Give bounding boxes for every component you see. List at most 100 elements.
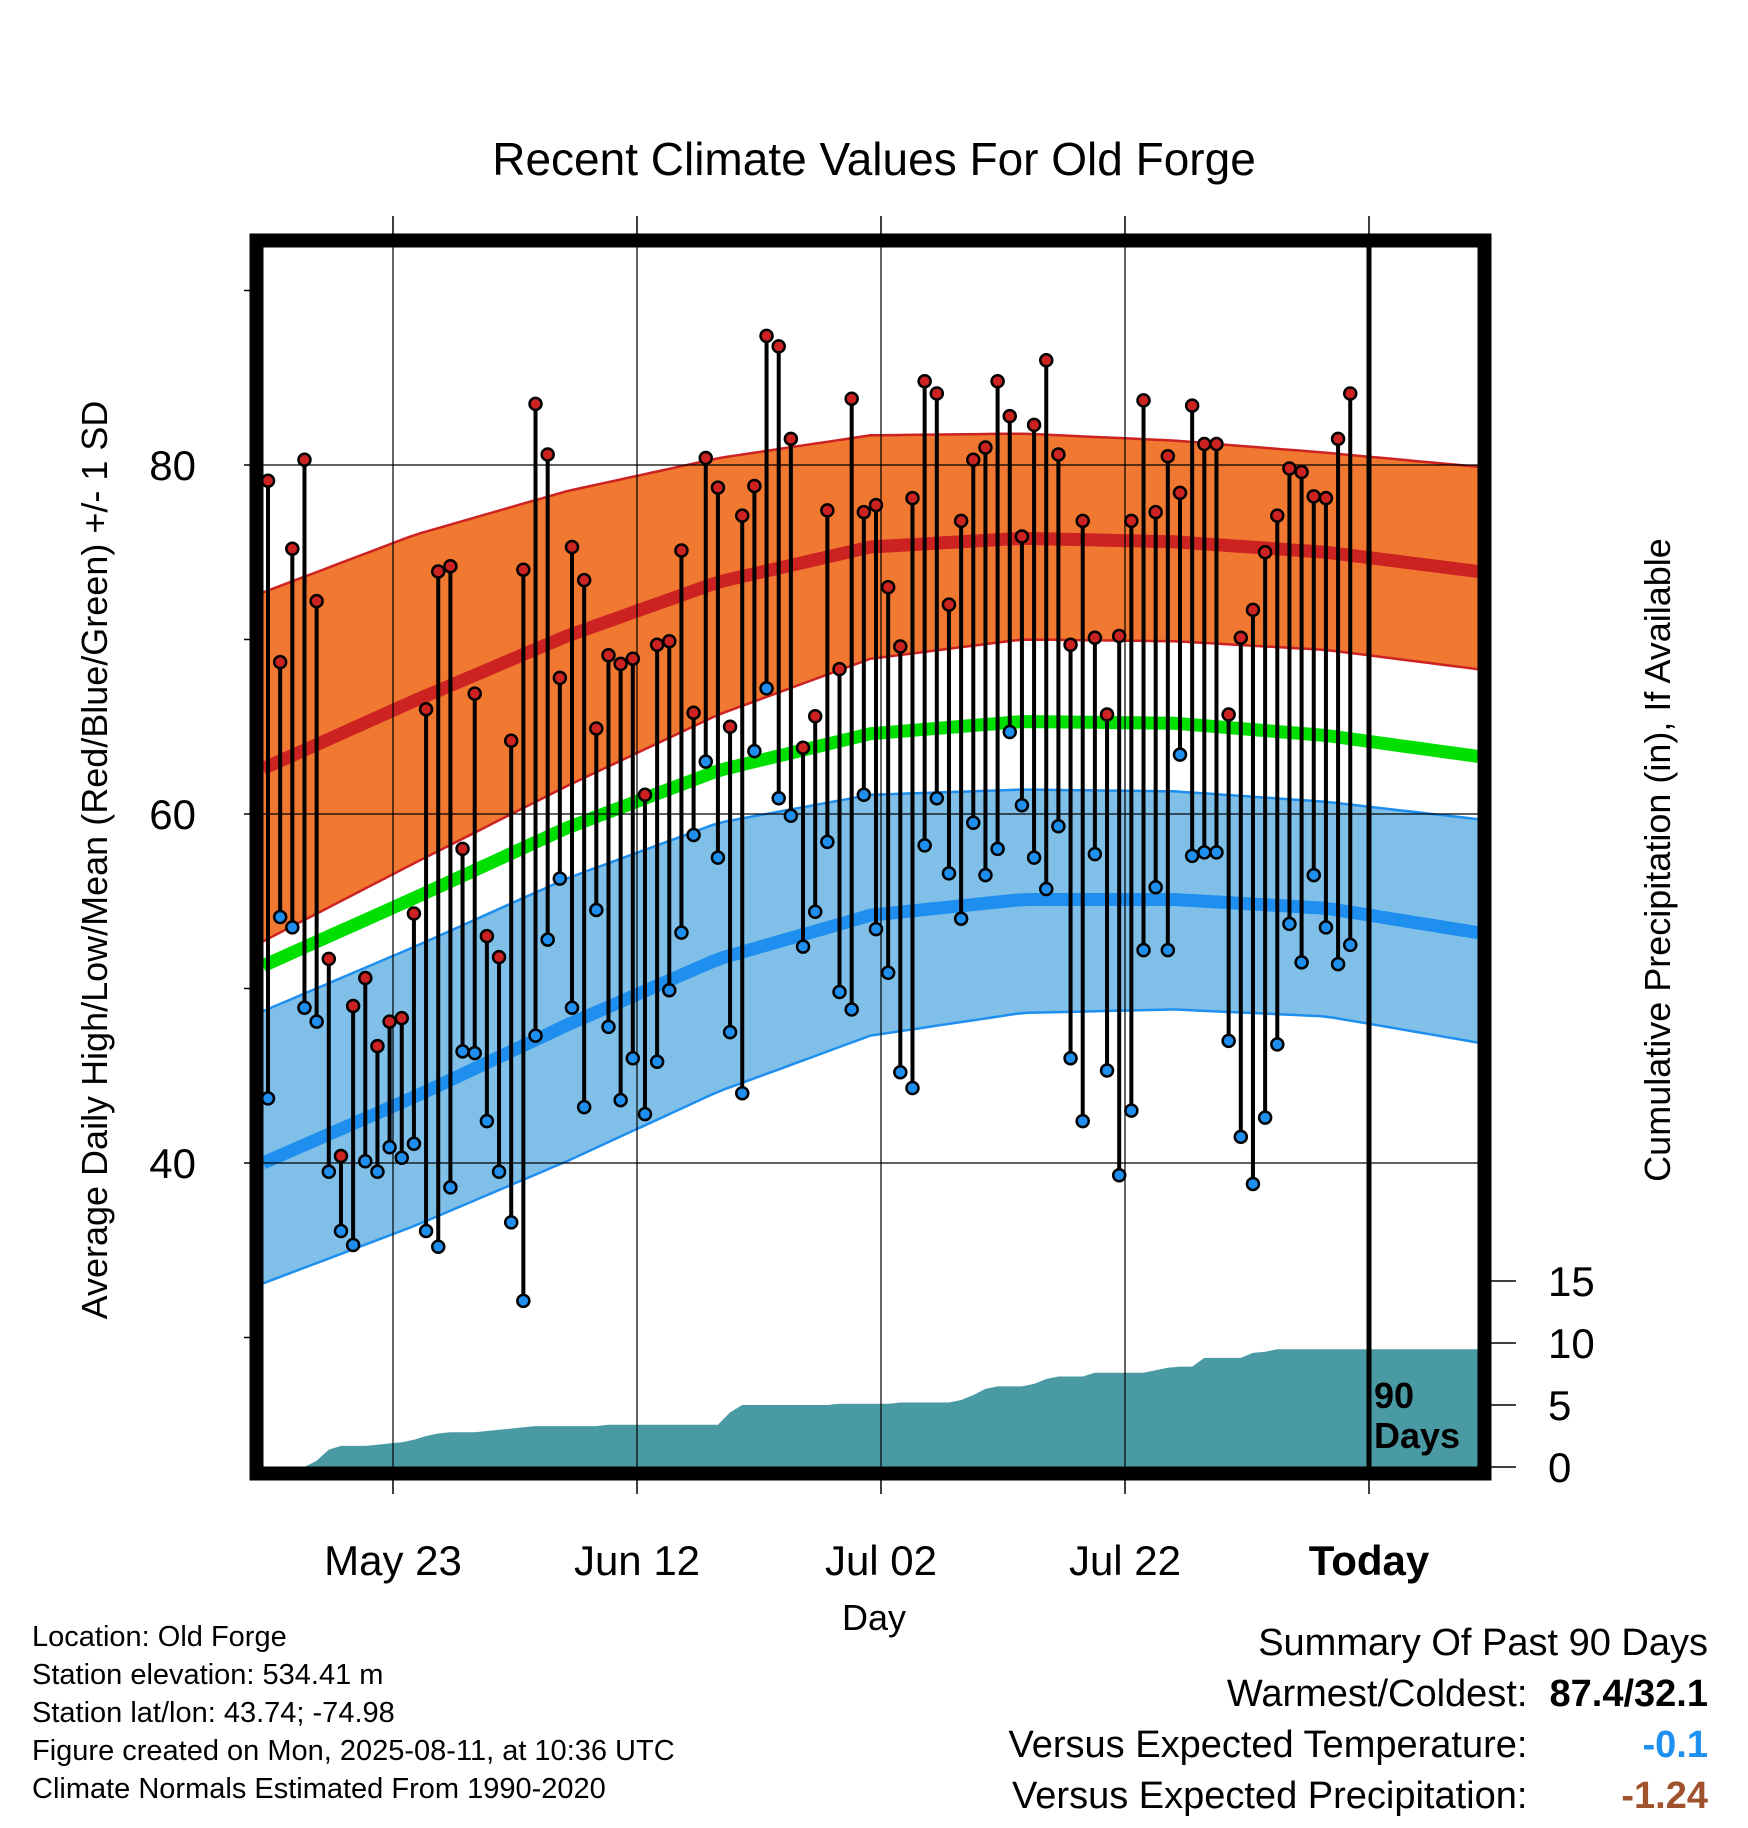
daily-high-point	[1330, 431, 1346, 447]
daily-low-point	[941, 866, 957, 881]
daily-high-point	[1124, 513, 1139, 529]
daily-high-point	[358, 970, 373, 986]
y2-tick-label: 10	[1548, 1320, 1595, 1367]
daily-low-point	[263, 1091, 276, 1106]
summary-temp-label: Versus Expected Temperature:	[1008, 1724, 1528, 1766]
daily-low-point	[1270, 1037, 1285, 1052]
daily-low-point	[1063, 1051, 1078, 1066]
daily-high-point	[807, 709, 823, 724]
daily-high-point	[783, 431, 799, 447]
daily-high-point	[576, 572, 592, 588]
daily-high-point	[309, 593, 324, 609]
info-normals: Climate Normals Estimated From 1990-2020	[32, 1773, 606, 1805]
info-latlon: Station lat/lon: 43.74; -74.98	[32, 1697, 395, 1729]
daily-high-point	[1282, 461, 1297, 476]
plot-frame	[249, 233, 1492, 1481]
daily-low-point	[1038, 881, 1054, 897]
daily-low-point	[990, 841, 1005, 857]
y-tick-label: 60	[149, 791, 196, 838]
today-days-label: 90 Days	[1374, 1375, 1460, 1456]
daily-high-point	[917, 373, 932, 389]
daily-high-point	[1342, 386, 1358, 401]
daily-low-point	[455, 1044, 470, 1059]
plot-area: 90 Days	[249, 233, 1492, 1481]
daily-high-point	[625, 651, 641, 666]
daily-high-point	[1063, 637, 1078, 652]
daily-low-point	[662, 982, 677, 998]
daily-high-point	[333, 1148, 349, 1164]
daily-low-point	[333, 1223, 349, 1239]
daily-low-point	[966, 815, 981, 830]
daily-low-point	[905, 1080, 920, 1096]
daily-high-point	[1257, 545, 1273, 560]
daily-low-point	[625, 1051, 641, 1066]
daily-high-point	[467, 686, 482, 701]
y-tick-label: 40	[149, 1140, 196, 1187]
daily-high-point	[321, 951, 337, 967]
daily-high-point	[1306, 489, 1322, 504]
daily-low-point	[358, 1154, 373, 1169]
daily-high-point	[418, 702, 434, 717]
daily-high-point	[698, 450, 714, 466]
y-tick-label: 80	[149, 442, 196, 489]
daily-high-point	[1197, 436, 1212, 452]
daily-high-point	[1111, 628, 1127, 644]
daily-high-point	[430, 564, 446, 579]
daily-high-point	[516, 562, 531, 577]
daily-low-point	[1306, 867, 1322, 883]
daily-high-point	[941, 597, 957, 612]
daily-low-point	[430, 1239, 446, 1255]
daily-high-point	[820, 503, 835, 518]
daily-high-point	[297, 452, 312, 468]
daily-low-point	[491, 1164, 507, 1179]
daily-low-point	[844, 1002, 859, 1017]
daily-high-point	[966, 452, 981, 468]
x-tick-label: Jul 02	[825, 1537, 937, 1584]
daily-low-point	[795, 939, 811, 954]
daily-low-point	[540, 932, 555, 947]
daily-high-point	[272, 654, 288, 670]
daily-low-point	[406, 1136, 422, 1152]
daily-low-point	[820, 834, 835, 850]
y-tick-labels: 40 60 80	[149, 289, 256, 1339]
daily-low-point	[1221, 1033, 1236, 1049]
daily-high-point	[1148, 504, 1163, 520]
daily-low-point	[285, 920, 300, 935]
daily-low-point	[978, 867, 993, 883]
daily-low-point	[1294, 955, 1309, 970]
daily-low-point	[832, 984, 847, 1000]
daily-low-point	[370, 1164, 385, 1179]
daily-high-point	[734, 508, 750, 523]
daily-high-point	[479, 928, 495, 944]
daily-low-point	[1245, 1176, 1261, 1192]
daily-low-point	[443, 1180, 458, 1195]
daily-high-point	[491, 949, 507, 965]
daily-low-point	[893, 1065, 908, 1080]
x-tick-label: Jun 12	[574, 1537, 700, 1584]
daily-low-point	[710, 850, 726, 865]
summary-warm-value: 87.4/32.1	[1549, 1673, 1708, 1715]
daily-high-point	[953, 513, 969, 529]
plot-content: 90 Days	[263, 247, 1478, 1467]
y2-tick-label: 5	[1548, 1382, 1571, 1429]
daily-low-point	[467, 1045, 482, 1061]
daily-high-point	[795, 740, 811, 755]
daily-low-point	[345, 1237, 361, 1253]
daily-low-point	[771, 791, 786, 806]
daily-high-point	[710, 480, 726, 495]
daily-low-point	[613, 1092, 628, 1108]
daily-low-point	[747, 743, 762, 759]
daily-low-point	[1075, 1113, 1090, 1129]
daily-high-point	[406, 906, 422, 921]
daily-low-point	[917, 838, 932, 853]
daily-low-point	[868, 921, 884, 937]
daily-high-point	[1245, 602, 1261, 618]
daily-high-point	[552, 670, 568, 686]
x-tick-label: Jul 22	[1069, 1537, 1181, 1584]
daily-low-point	[503, 1215, 519, 1230]
daily-low-point	[929, 791, 945, 806]
daily-high-point	[1160, 449, 1176, 464]
info-created: Figure created on Mon, 2025-08-11, at 10…	[32, 1735, 675, 1767]
daily-high-point	[905, 490, 920, 506]
